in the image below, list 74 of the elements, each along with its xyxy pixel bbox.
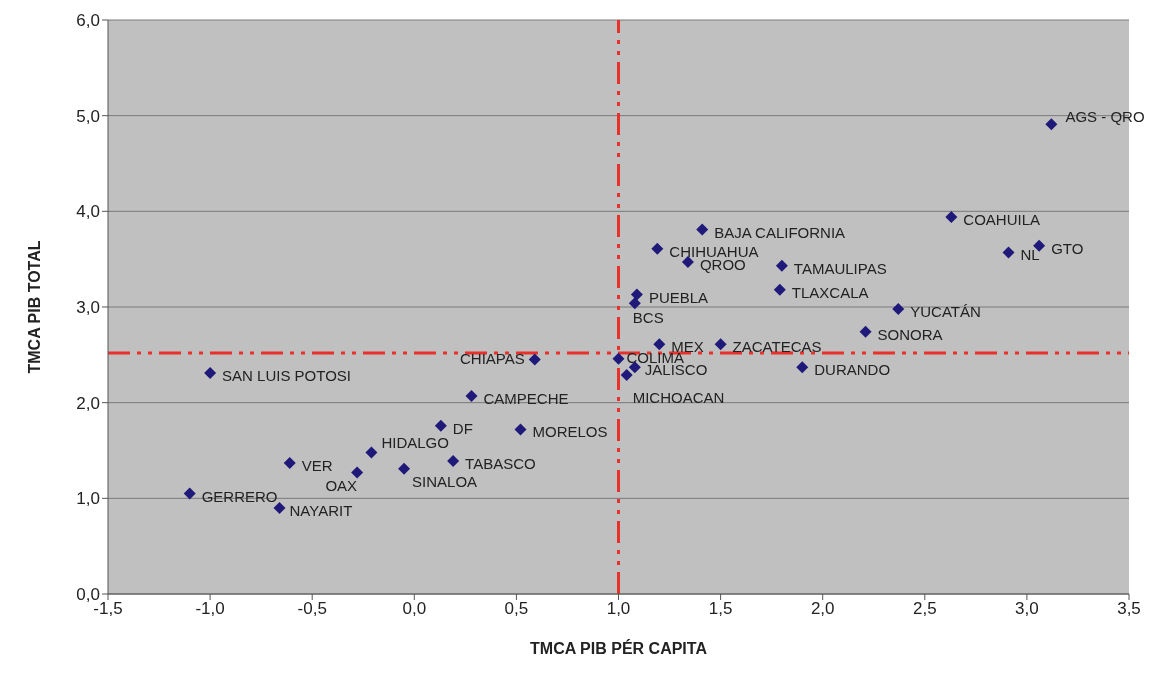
annotation: GTO bbox=[1051, 239, 1084, 257]
point bbox=[183, 487, 196, 500]
point bbox=[773, 283, 786, 296]
point bbox=[514, 423, 527, 436]
annotation: TABASCO bbox=[465, 455, 536, 473]
annotation: MORELOS bbox=[532, 423, 608, 441]
point bbox=[351, 466, 364, 479]
point bbox=[696, 223, 709, 236]
annotation: BAJA CALIFORNIA bbox=[714, 223, 846, 241]
point bbox=[681, 256, 694, 269]
annotation: COAHUILA bbox=[963, 211, 1041, 229]
x-tick-label: 0,0 bbox=[402, 599, 427, 619]
y-tick-label: 3,0 bbox=[76, 298, 100, 318]
x-tick-label: 2,5 bbox=[912, 599, 937, 619]
point bbox=[620, 368, 633, 381]
point bbox=[365, 446, 378, 459]
annotation: CHIAPAS bbox=[460, 349, 525, 367]
annotation: SINALOA bbox=[412, 472, 478, 490]
point bbox=[447, 455, 460, 468]
annotation: BCS bbox=[632, 309, 664, 327]
point bbox=[628, 297, 641, 310]
point bbox=[465, 389, 478, 402]
x-tick-label: -0,5 bbox=[297, 599, 327, 619]
y-axis-title: TMCA PIB TOTAL bbox=[25, 240, 43, 374]
point bbox=[1002, 246, 1015, 259]
annotation: DURANDO bbox=[814, 361, 891, 379]
point bbox=[283, 456, 296, 469]
annotation: MICHOACAN bbox=[632, 388, 725, 406]
annotation: AGS - QRO bbox=[1065, 108, 1145, 126]
annotation: PUEBLA bbox=[648, 288, 709, 306]
point bbox=[1033, 239, 1046, 252]
point bbox=[714, 338, 727, 351]
annotation: SONORA bbox=[877, 325, 943, 343]
point bbox=[398, 462, 411, 475]
point bbox=[651, 242, 664, 255]
point bbox=[796, 361, 809, 374]
point bbox=[892, 302, 905, 315]
point bbox=[612, 352, 625, 365]
point bbox=[653, 338, 666, 351]
annotation: OAX bbox=[325, 476, 358, 494]
y-tick-label: 1,0 bbox=[76, 489, 100, 509]
annotation: YUCATÁN bbox=[910, 302, 981, 320]
y-tick-label: 4,0 bbox=[76, 202, 100, 222]
y-tick-label: 6,0 bbox=[76, 11, 100, 31]
point bbox=[1045, 118, 1058, 131]
annotation: NAYARIT bbox=[289, 501, 353, 519]
annotation: DF bbox=[452, 419, 473, 437]
x-tick-label: 0,5 bbox=[504, 599, 529, 619]
annotation: TAMAULIPAS bbox=[793, 259, 887, 277]
annotation: VER bbox=[301, 456, 333, 474]
point bbox=[528, 353, 541, 366]
y-tick-label: 2,0 bbox=[76, 393, 100, 413]
x-tick-label: 1,5 bbox=[708, 599, 733, 619]
annotation: ZACATECAS bbox=[732, 338, 822, 356]
annotation: HIDALGO bbox=[381, 434, 449, 452]
x-tick-label: 3,5 bbox=[1117, 599, 1141, 619]
point bbox=[945, 211, 958, 224]
annotation: GERRERO bbox=[201, 487, 278, 505]
annotation: NL bbox=[1020, 246, 1040, 264]
x-tick-label: 3,0 bbox=[1015, 599, 1039, 619]
annotation: SAN LUIS POTOSI bbox=[222, 367, 352, 385]
y-tick-label: 5,0 bbox=[76, 106, 100, 126]
annotation: TLAXCALA bbox=[791, 283, 869, 301]
x-tick-label: 2,0 bbox=[810, 599, 835, 619]
x-axis-title: TMCA PIB PÉR CAPITA bbox=[530, 639, 708, 657]
x-tick-label: 1,0 bbox=[606, 599, 631, 619]
annotation: CAMPECHE bbox=[483, 389, 569, 407]
point bbox=[204, 367, 217, 380]
point bbox=[630, 288, 643, 301]
point bbox=[273, 501, 286, 514]
point bbox=[859, 325, 872, 338]
x-tick-label: -1,0 bbox=[195, 599, 225, 619]
point bbox=[775, 259, 788, 272]
point bbox=[434, 419, 447, 432]
